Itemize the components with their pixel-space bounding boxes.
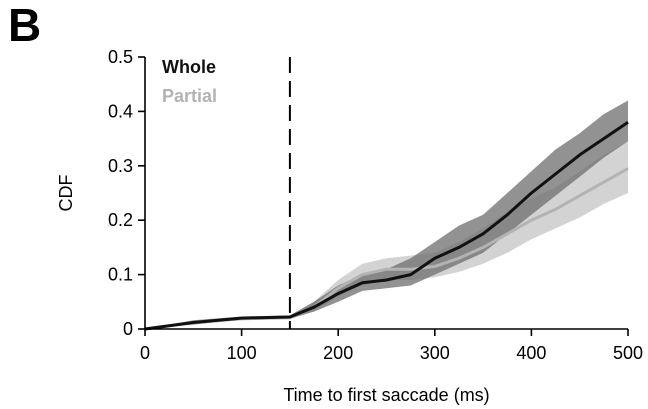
x-tick-label: 100	[227, 343, 257, 363]
band-whole	[145, 100, 628, 329]
x-tick-label: 400	[516, 343, 546, 363]
line-whole	[144, 121, 629, 331]
legend-whole: Whole	[162, 57, 216, 77]
x-ticks: 0 100 200 300 400 500	[140, 329, 643, 363]
confidence-bands	[145, 100, 628, 329]
band-partial	[145, 141, 628, 329]
x-tick-label: 500	[613, 343, 643, 363]
legend-partial: Partial	[162, 86, 217, 106]
series-lines	[144, 121, 629, 331]
panel-letter: B	[8, 0, 42, 51]
y-axis-label: CDF	[56, 175, 76, 212]
x-tick-label: 200	[323, 343, 353, 363]
x-axis-label: Time to first saccade (ms)	[283, 385, 489, 405]
x-tick-label: 0	[140, 343, 150, 363]
y-tick-label: 0.1	[108, 265, 133, 285]
y-tick-label: 0	[123, 319, 133, 339]
y-tick-label: 0.2	[108, 210, 133, 230]
y-tick-label: 0.3	[108, 156, 133, 176]
x-tick-label: 300	[420, 343, 450, 363]
y-tick-label: 0.5	[108, 47, 133, 67]
y-tick-label: 0.4	[108, 101, 133, 121]
y-ticks: 0 0.1 0.2 0.3 0.4 0.5	[108, 47, 145, 339]
